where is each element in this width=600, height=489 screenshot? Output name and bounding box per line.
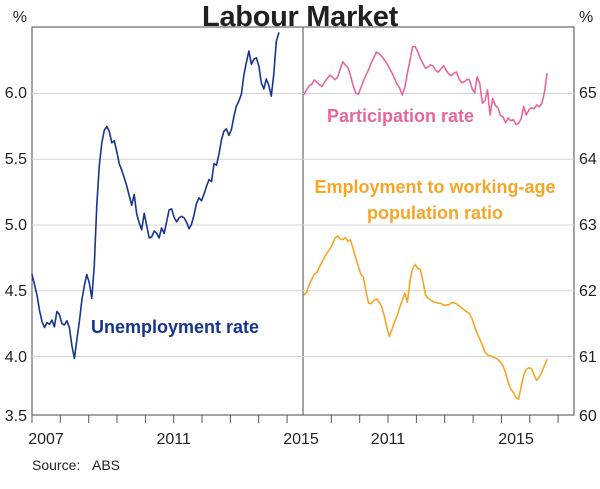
svg-text:ABS: ABS [92,457,120,473]
svg-text:2011: 2011 [371,431,406,448]
svg-text:Participation rate: Participation rate [327,106,474,126]
svg-text:2011: 2011 [156,431,191,448]
svg-text:62: 62 [579,283,597,300]
svg-text:5.5: 5.5 [5,151,27,168]
svg-text:2015: 2015 [283,431,319,448]
svg-text:Unemployment rate: Unemployment rate [91,317,259,337]
svg-text:60: 60 [579,408,597,425]
svg-text:6.0: 6.0 [5,85,27,102]
svg-text:2015: 2015 [498,431,534,448]
svg-text:Employment to working-age: Employment to working-age [314,177,555,197]
svg-text:Source:: Source: [32,457,80,473]
svg-text:4.0: 4.0 [5,349,27,366]
svg-text:64: 64 [579,151,597,168]
svg-text:2007: 2007 [28,431,64,448]
svg-text:61: 61 [579,349,597,366]
svg-text:3.5: 3.5 [5,408,27,425]
svg-text:5.0: 5.0 [5,217,27,234]
svg-text:65: 65 [579,85,597,102]
svg-text:population ratio: population ratio [367,203,503,223]
svg-text:63: 63 [579,217,597,234]
svg-text:4.5: 4.5 [5,283,27,300]
